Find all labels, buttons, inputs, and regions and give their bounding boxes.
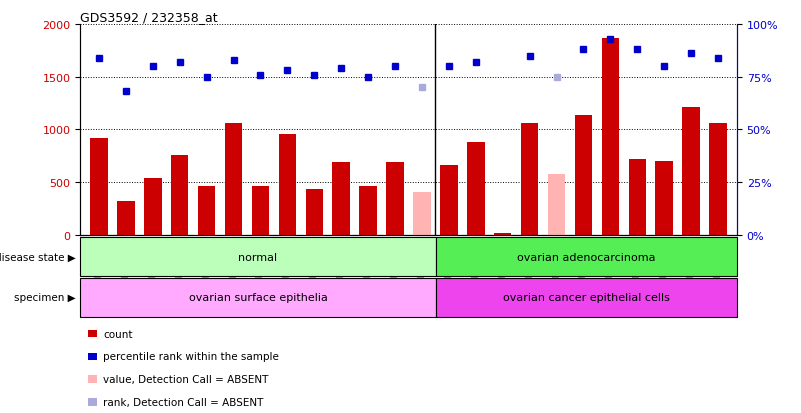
Bar (655, 162, 673, 235)
Bar (521, 124, 538, 235)
Bar (332, 163, 350, 235)
Bar (436, 237, 737, 277)
Bar (225, 124, 242, 235)
Text: ovarian surface epithelia: ovarian surface epithelia (188, 292, 328, 303)
Text: normal: normal (239, 252, 278, 262)
Bar (602, 38, 619, 235)
Bar (467, 143, 485, 235)
Text: percentile rank within the sample: percentile rank within the sample (103, 351, 279, 361)
Text: count: count (103, 329, 133, 339)
Bar (305, 189, 323, 235)
Bar (80, 237, 436, 277)
Bar (144, 178, 162, 235)
Bar (494, 233, 512, 235)
Text: disease state ▶: disease state ▶ (0, 252, 76, 262)
Bar (386, 163, 404, 235)
Text: rank, Detection Call = ABSENT: rank, Detection Call = ABSENT (103, 397, 264, 407)
Bar (80, 278, 436, 317)
Bar (171, 155, 188, 235)
Bar (117, 202, 135, 235)
Bar (279, 134, 296, 235)
Bar (198, 187, 215, 235)
Bar (548, 174, 566, 235)
Text: ovarian adenocarcinoma: ovarian adenocarcinoma (517, 252, 656, 262)
Bar (440, 166, 457, 235)
Text: specimen ▶: specimen ▶ (14, 292, 76, 303)
Bar (91, 138, 107, 235)
Text: GDS3592 / 232358_at: GDS3592 / 232358_at (80, 11, 218, 24)
Bar (710, 124, 727, 235)
Bar (682, 108, 700, 235)
Bar (360, 187, 377, 235)
Bar (413, 192, 431, 235)
Bar (629, 159, 646, 235)
Bar (252, 187, 269, 235)
Text: value, Detection Call = ABSENT: value, Detection Call = ABSENT (103, 374, 268, 384)
Text: ovarian cancer epithelial cells: ovarian cancer epithelial cells (503, 292, 670, 303)
Bar (575, 115, 592, 235)
Bar (436, 278, 737, 317)
